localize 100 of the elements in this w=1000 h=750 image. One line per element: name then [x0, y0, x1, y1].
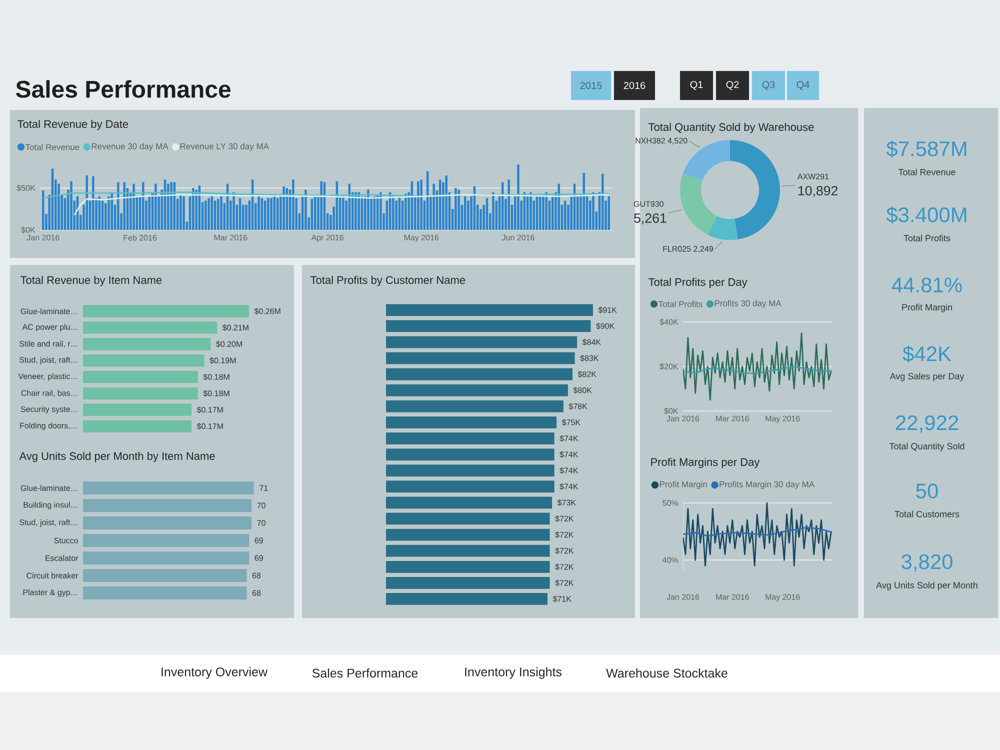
line-series [74, 194, 610, 216]
text: Q3 [762, 81, 775, 90]
bar [386, 512, 550, 525]
bar [432, 184, 435, 230]
bar [395, 200, 398, 230]
y-tick-label: Stile and rail, r… [20, 340, 78, 348]
data-label: $80K [573, 387, 592, 394]
bar [386, 384, 568, 396]
bar [386, 320, 591, 332]
text: Q4 [796, 81, 810, 90]
data-label: $72K [555, 580, 574, 586]
data-label: $0.19M [210, 357, 236, 364]
bar [542, 196, 544, 230]
bar [602, 174, 604, 230]
chart-title: Total Profits per Day [648, 278, 748, 288]
slice-label: FLR025 [663, 246, 691, 252]
bar [358, 192, 360, 230]
text: 2015 [580, 82, 602, 90]
bar [320, 181, 322, 230]
bar [380, 192, 382, 230]
text: Q2 [726, 81, 739, 90]
bar [492, 192, 494, 230]
chart-title: Total Revenue by Date [18, 120, 128, 130]
data-label: $72K [555, 532, 574, 538]
bar [386, 336, 578, 348]
x-tick-label: Jan 2016 [26, 234, 60, 240]
data-label: 71 [260, 485, 268, 491]
data-label: $72K [555, 515, 574, 522]
text: Sales Performance [312, 668, 418, 678]
bar [82, 387, 198, 400]
y-tick-label: $20K [660, 363, 678, 370]
bar [386, 304, 593, 316]
bar [180, 194, 182, 230]
x-tick-label: May 2016 [404, 234, 439, 242]
chart-title: Total Revenue by Item Name [20, 276, 162, 286]
bar [582, 172, 585, 230]
bar [592, 192, 594, 230]
bar [82, 516, 252, 530]
bar [208, 198, 210, 230]
data-label: $82K [578, 370, 596, 378]
text: 22,922 [896, 415, 958, 433]
bar [154, 184, 157, 230]
x-tick-label: Jan 2016 [666, 594, 700, 600]
bar [258, 196, 260, 230]
data-label: $71K [552, 596, 572, 602]
bar [82, 322, 218, 334]
y-tick-label: Plaster & gyp… [23, 589, 78, 597]
data-label: $75K [562, 419, 580, 426]
y-tick-label: $0K [664, 408, 678, 414]
bar [304, 190, 307, 230]
bar [386, 368, 573, 380]
data-label: $74K [560, 483, 578, 490]
text: Inventory Overview [162, 667, 268, 679]
legend-label: Revenue 30 day MA [92, 143, 168, 151]
y-tick-label: 40% [662, 557, 678, 563]
bar [117, 182, 120, 230]
x-tick-label: Mar 2016 [716, 594, 749, 600]
text: $3.400M [886, 206, 966, 224]
text: 3,820 [902, 554, 952, 572]
bar [192, 188, 194, 230]
bar [354, 192, 357, 230]
bar [82, 552, 250, 564]
bar [170, 182, 172, 230]
text: Profit Margin [902, 304, 952, 312]
y-tick-label: Stud, joist, raft… [20, 356, 78, 364]
text: 50 [916, 484, 938, 498]
y-tick-label: Stud, joist, raft… [20, 519, 78, 527]
text: $7.587M [886, 140, 966, 158]
bar [82, 338, 211, 350]
bar [270, 198, 272, 230]
bar [132, 184, 135, 230]
bar [82, 420, 192, 432]
data-label: $90K [596, 322, 615, 330]
data-label: $0.17M [196, 406, 223, 414]
slice-label: GUT930 [634, 201, 664, 207]
data-label: 4,520 [668, 138, 688, 144]
data-label: $91K [598, 306, 617, 314]
text: Inventory Insights [465, 667, 562, 679]
bar [530, 192, 532, 230]
data-label: 10,892 [798, 186, 838, 198]
data-label: $72K [555, 548, 574, 554]
data-label: $78K [568, 403, 588, 410]
y-tick-label: 50% [662, 500, 678, 506]
bar [386, 432, 554, 444]
bar [292, 180, 294, 230]
text: Q1 [690, 81, 703, 90]
data-label: 5,261 [634, 213, 666, 224]
bar [217, 198, 220, 230]
bar [517, 164, 520, 230]
bar [386, 400, 564, 412]
bar [108, 196, 110, 230]
x-tick-label: Mar 2016 [214, 234, 248, 240]
x-tick-label: Feb 2016 [124, 234, 157, 241]
y-tick-label: $50K [16, 184, 36, 192]
y-tick-label: Escalator [46, 555, 78, 561]
y-tick-label: Stucco [54, 538, 78, 544]
text: $42K [902, 346, 952, 363]
x-tick-label: Mar 2016 [716, 416, 749, 422]
data-label: $72K [555, 564, 574, 570]
bar [58, 184, 60, 230]
